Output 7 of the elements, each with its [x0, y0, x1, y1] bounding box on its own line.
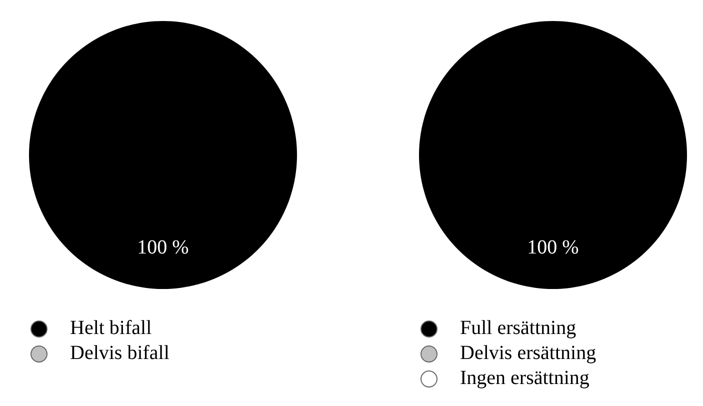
legend-label: Helt bifall — [70, 317, 152, 340]
data-label: 100 % — [527, 236, 579, 258]
legend-label: Delvis ersättning — [460, 342, 596, 365]
legend-label: Ingen ersättning — [460, 367, 590, 390]
legend-label: Full ersättning — [460, 317, 576, 340]
data-label: 100 % — [137, 236, 189, 258]
legend-label: Delvis bifall — [70, 342, 170, 365]
